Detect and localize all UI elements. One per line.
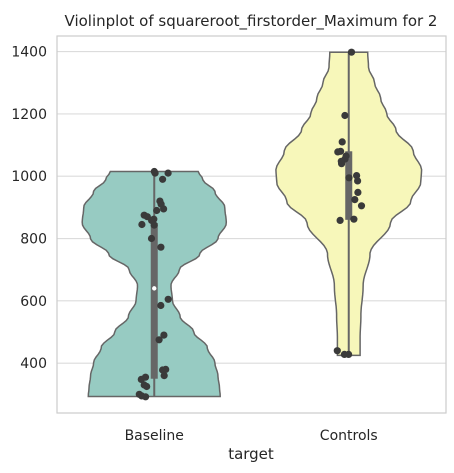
x-tick-labels: Baseline Controls [125,428,378,444]
data-point [345,174,353,182]
y-tick-label: 800 [20,232,47,248]
iqr-box-controls [345,151,353,220]
data-point [153,206,161,215]
data-point [340,350,348,358]
data-point [160,205,168,213]
data-point [164,295,172,303]
median-marker-baseline [152,286,157,291]
data-point [157,243,165,251]
data-point [159,366,167,374]
data-point [137,375,145,383]
data-point [333,347,341,355]
y-tick-label: 400 [20,356,47,372]
data-point [150,221,158,229]
data-point [347,48,356,56]
data-point [143,382,151,391]
data-point [160,331,168,339]
point-layer [135,48,366,401]
chart-title: Violinplot of squareroot_firstorder_Maxi… [65,12,438,31]
data-point [338,160,346,168]
x-tick-label: Controls [320,428,378,444]
data-point [336,216,344,224]
data-point [159,175,167,183]
data-point [357,202,366,210]
violin-layer [81,51,423,398]
y-tick-labels: 400 600 800 1000 1200 1400 [11,45,47,373]
data-point [350,215,358,223]
data-point [138,220,146,229]
data-point [334,148,342,156]
x-tick-label: Baseline [125,428,184,444]
data-point [354,188,362,196]
data-point [338,138,346,146]
y-tick-label: 1400 [11,45,47,61]
data-point [155,336,163,344]
data-point [160,372,168,380]
data-point [151,169,159,177]
data-point [164,169,172,177]
plot-frame [56,35,447,414]
data-point [157,301,165,310]
y-tick-label: 600 [20,294,47,310]
y-tick-label: 1000 [11,169,47,185]
data-point [147,234,156,243]
y-tick-label: 1200 [11,107,47,123]
data-point [142,393,150,401]
data-point [351,196,359,204]
iqr-box-baseline [150,222,158,379]
x-axis-title: target [228,445,274,463]
data-point [354,177,362,185]
data-point [341,111,349,120]
